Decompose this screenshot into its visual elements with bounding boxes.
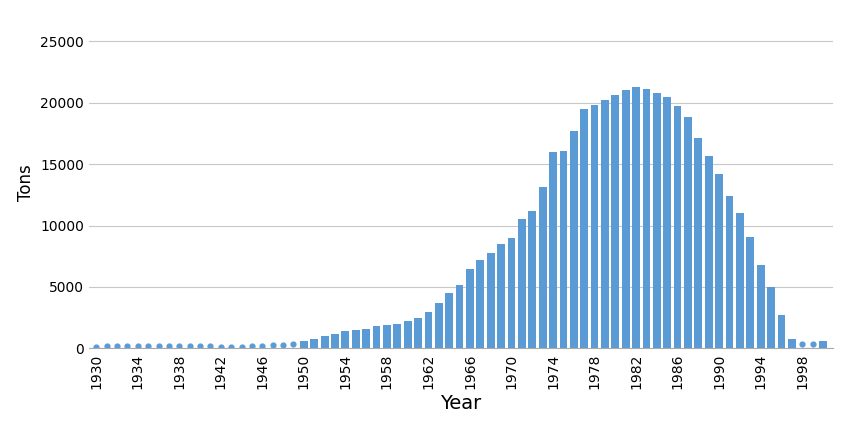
Point xyxy=(204,343,218,350)
Bar xyxy=(684,117,692,348)
Bar xyxy=(591,105,598,348)
Bar xyxy=(300,341,308,348)
Point xyxy=(235,343,248,350)
Bar xyxy=(342,331,349,348)
Point xyxy=(110,343,124,350)
Bar xyxy=(518,219,526,348)
Bar xyxy=(778,315,785,348)
Point xyxy=(173,343,186,350)
Bar xyxy=(570,131,578,348)
Bar xyxy=(424,312,433,348)
Bar xyxy=(394,324,401,348)
Point xyxy=(89,343,103,350)
Bar xyxy=(477,260,484,348)
Bar xyxy=(487,252,495,348)
Bar xyxy=(653,93,660,348)
Bar xyxy=(819,341,827,348)
Bar xyxy=(622,90,630,348)
Point xyxy=(214,343,228,350)
Bar xyxy=(768,287,775,348)
Bar xyxy=(310,338,318,348)
Bar xyxy=(445,293,453,348)
Bar xyxy=(715,174,723,348)
Bar xyxy=(559,150,567,348)
X-axis label: Year: Year xyxy=(440,394,482,413)
Bar xyxy=(549,152,557,348)
Bar xyxy=(674,106,682,348)
Point xyxy=(256,343,269,350)
Bar xyxy=(726,196,734,348)
Bar xyxy=(581,109,588,348)
Bar xyxy=(539,187,547,348)
Bar xyxy=(694,138,702,348)
Bar xyxy=(456,285,463,348)
Point xyxy=(806,341,819,347)
Point xyxy=(141,343,155,350)
Bar xyxy=(332,334,339,348)
Bar xyxy=(736,213,744,348)
Bar xyxy=(746,237,754,348)
Bar xyxy=(362,329,370,348)
Point xyxy=(245,343,258,350)
Bar xyxy=(632,87,640,348)
Point xyxy=(276,341,290,348)
Bar xyxy=(601,100,609,348)
Bar xyxy=(404,321,411,348)
Y-axis label: Tons: Tons xyxy=(17,164,35,201)
Bar xyxy=(756,265,764,348)
Bar xyxy=(611,95,619,348)
Point xyxy=(193,343,207,350)
Point xyxy=(131,343,145,350)
Point xyxy=(266,342,280,349)
Point xyxy=(151,343,165,350)
Bar xyxy=(466,269,473,348)
Bar xyxy=(414,318,422,348)
Point xyxy=(183,343,196,350)
Bar xyxy=(352,330,360,348)
Bar xyxy=(507,238,515,348)
Bar xyxy=(705,156,712,348)
Bar xyxy=(372,326,381,348)
Bar xyxy=(435,303,443,348)
Bar xyxy=(383,325,391,348)
Point xyxy=(224,343,238,350)
Bar xyxy=(497,244,505,348)
Point xyxy=(162,343,176,350)
Bar xyxy=(788,338,796,348)
Bar xyxy=(643,89,650,348)
Point xyxy=(99,343,113,350)
Point xyxy=(121,343,134,350)
Bar xyxy=(320,336,328,348)
Point xyxy=(286,340,300,347)
Point xyxy=(796,340,809,347)
Bar xyxy=(529,211,536,348)
Bar xyxy=(663,96,672,348)
